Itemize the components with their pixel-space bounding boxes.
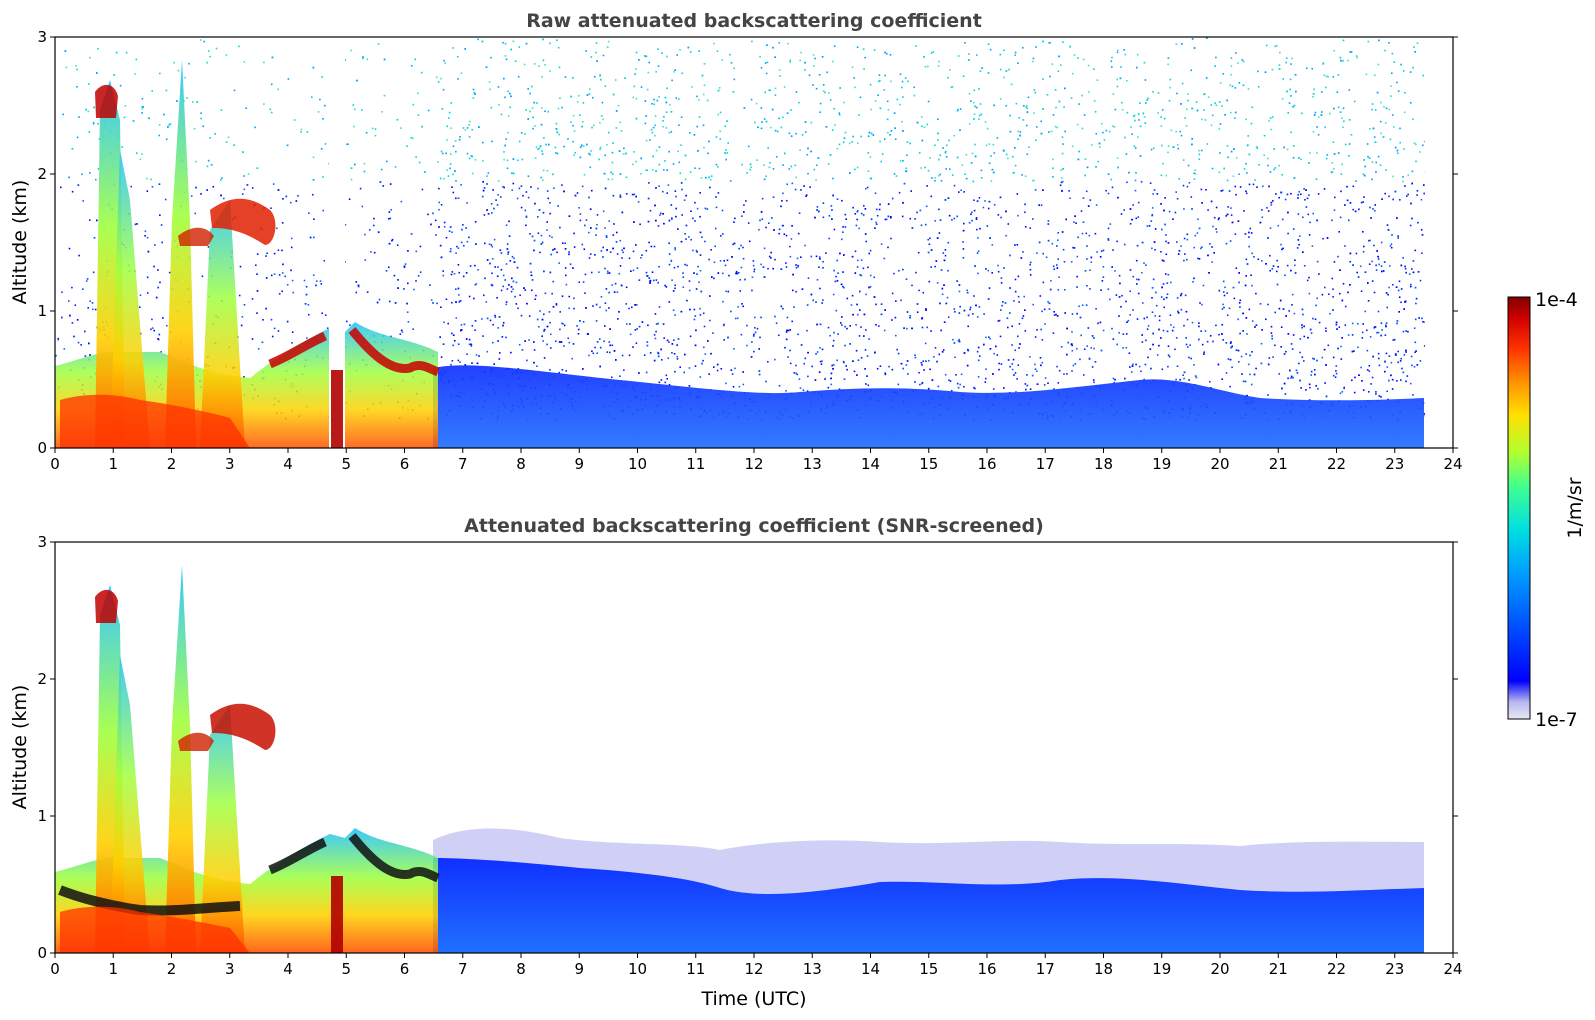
colorbar-unit-label: 1/m/sr xyxy=(1564,477,1586,538)
x-axis-label-screened: Time (UTC) xyxy=(700,988,806,1010)
x-tick-label: 21 xyxy=(1269,455,1288,473)
y-tick-label: 1 xyxy=(37,807,47,825)
y-tick-label: 0 xyxy=(37,439,47,457)
x-tick-label: 19 xyxy=(1152,960,1171,978)
panel-screened: Attenuated backscattering coefficient (S… xyxy=(9,515,1463,1010)
y-axis-label-screened: Altitude (km) xyxy=(9,685,31,810)
x-tick-label: 9 xyxy=(574,960,584,978)
dark-column-screened xyxy=(331,876,343,953)
x-tick-label: 24 xyxy=(1443,960,1462,978)
x-tick-label: 24 xyxy=(1443,455,1462,473)
x-tick-label: 11 xyxy=(686,960,705,978)
y-tick-label: 2 xyxy=(37,165,47,183)
x-tick-label: 4 xyxy=(283,455,293,473)
y-axis-screened: 0 1 2 3 xyxy=(37,533,1458,962)
cloud-layer-screened-upper xyxy=(210,703,276,750)
panel-raw-title: Raw attenuated backscattering coefficien… xyxy=(526,10,982,32)
x-tick-label: 3 xyxy=(225,455,235,473)
x-tick-label: 13 xyxy=(803,455,822,473)
y-tick-label: 1 xyxy=(37,302,47,320)
y-tick-label: 3 xyxy=(37,28,47,46)
no-data-region-screened xyxy=(1425,542,1453,953)
x-tick-label: 2 xyxy=(167,960,177,978)
cloud-columns-screened xyxy=(95,565,245,953)
x-tick-label: 12 xyxy=(744,960,763,978)
cloud-layer-raw-top xyxy=(95,84,118,118)
y-axis-label-raw: Altitude (km) xyxy=(9,180,31,305)
x-tick-label: 0 xyxy=(50,455,60,473)
data-gap-raw xyxy=(329,37,345,448)
cloud-layer-raw-lower xyxy=(178,227,214,246)
x-axis-raw: 0 1 2 3 4 5 6 7 8 9 10 11 12 13 14 15 16 17 18 19 20 21 22 23 24 xyxy=(50,448,1463,473)
y-tick-label: 3 xyxy=(37,533,47,551)
x-tick-label: 6 xyxy=(400,960,410,978)
cloud-layer-raw-upper xyxy=(210,198,276,245)
x-tick-label: 20 xyxy=(1210,455,1229,473)
x-tick-label: 8 xyxy=(516,960,526,978)
x-tick-label: 5 xyxy=(341,455,351,473)
y-axis-raw: 0 1 2 3 xyxy=(37,28,1458,457)
cloud-columns-raw xyxy=(95,60,245,448)
cloud-layer-screened-top xyxy=(95,589,118,623)
x-tick-label: 13 xyxy=(803,960,822,978)
dark-column-raw xyxy=(331,370,343,448)
x-tick-label: 21 xyxy=(1269,960,1288,978)
x-tick-label: 7 xyxy=(458,455,468,473)
x-tick-label: 3 xyxy=(225,960,235,978)
x-tick-label: 5 xyxy=(341,960,351,978)
aerosol-band-screened xyxy=(268,833,440,883)
panel-screened-title: Attenuated backscattering coefficient (S… xyxy=(464,515,1044,537)
x-tick-label: 15 xyxy=(919,960,938,978)
no-data-region-raw xyxy=(1425,37,1453,448)
colorbar-gradient xyxy=(1507,296,1531,720)
x-tick-label: 16 xyxy=(977,455,996,473)
x-tick-label: 12 xyxy=(744,455,763,473)
x-tick-label: 0 xyxy=(50,960,60,978)
x-tick-label: 14 xyxy=(861,455,880,473)
y-tick-label: 2 xyxy=(37,670,47,688)
x-tick-label: 8 xyxy=(516,455,526,473)
x-tick-label: 1 xyxy=(108,960,118,978)
cloud-layer-screened-lower xyxy=(178,732,214,751)
colorbar-min-label: 1e-7 xyxy=(1535,709,1578,731)
x-tick-label: 1 xyxy=(108,455,118,473)
x-tick-label: 11 xyxy=(686,455,705,473)
x-tick-label: 9 xyxy=(574,455,584,473)
x-tick-label: 23 xyxy=(1385,455,1404,473)
colorbar-max-label: 1e-4 xyxy=(1535,289,1578,311)
boundary-layer-screened xyxy=(433,858,1424,953)
x-tick-label: 2 xyxy=(167,455,177,473)
x-tick-label: 4 xyxy=(283,960,293,978)
x-tick-label: 6 xyxy=(400,455,410,473)
y-tick-label: 0 xyxy=(37,944,47,962)
x-tick-label: 17 xyxy=(1036,960,1055,978)
heatmap-screened xyxy=(55,542,1453,953)
boundary-layer-raw xyxy=(433,365,1424,448)
surface-hotspot-raw xyxy=(60,394,250,448)
x-tick-label: 19 xyxy=(1152,455,1171,473)
surface-hotspot-screened xyxy=(60,906,250,953)
x-tick-label: 17 xyxy=(1036,455,1055,473)
x-tick-label: 16 xyxy=(977,960,996,978)
x-axis-screened: 0 1 2 3 4 5 6 7 8 9 10 11 12 13 14 15 16 17 18 19 20 21 22 23 24 xyxy=(50,953,1463,978)
colorbar: 1e-4 1e-7 1/m/sr xyxy=(1507,289,1586,731)
x-tick-label: 22 xyxy=(1327,960,1346,978)
x-tick-label: 20 xyxy=(1210,960,1229,978)
x-tick-label: 14 xyxy=(861,960,880,978)
x-tick-label: 18 xyxy=(1094,455,1113,473)
x-tick-label: 22 xyxy=(1327,455,1346,473)
x-tick-label: 15 xyxy=(919,455,938,473)
x-tick-label: 18 xyxy=(1094,960,1113,978)
aerosol-band-raw xyxy=(268,327,440,377)
x-tick-label: 23 xyxy=(1385,960,1404,978)
black-band-screened xyxy=(58,885,241,916)
x-tick-label: 7 xyxy=(458,960,468,978)
panel-raw: Raw attenuated backscattering coefficien… xyxy=(9,10,1463,473)
x-tick-label: 10 xyxy=(628,960,647,978)
x-tick-label: 10 xyxy=(628,455,647,473)
heatmap-raw xyxy=(55,37,1453,448)
